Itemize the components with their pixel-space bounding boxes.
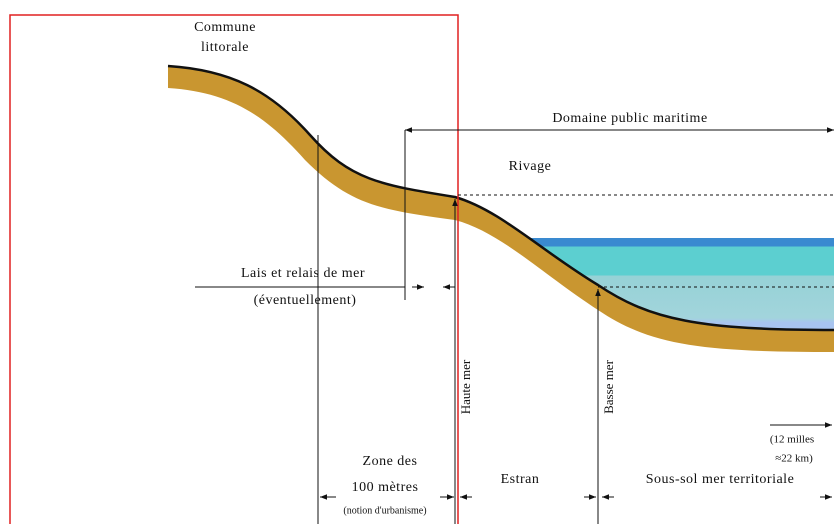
label: (éventuellement) bbox=[254, 293, 357, 308]
ground-line bbox=[167, 64, 834, 332]
label: Basse mer bbox=[601, 359, 616, 413]
label: Sous-sol mer territoriale bbox=[646, 472, 795, 487]
ground bbox=[168, 66, 834, 352]
label: Domaine public maritime bbox=[552, 111, 707, 126]
label: (notion d'urbanisme) bbox=[343, 505, 426, 516]
commune-frame bbox=[9, 14, 459, 524]
label: (12 milles bbox=[770, 434, 814, 446]
label: ≈22 km) bbox=[775, 453, 813, 465]
label: Commune bbox=[194, 20, 256, 35]
label: Lais et relais de mer bbox=[241, 266, 365, 281]
sea bbox=[525, 238, 834, 331]
label: 100 mètres bbox=[352, 480, 419, 495]
label: Zone des bbox=[363, 454, 418, 469]
label: Estran bbox=[501, 472, 540, 487]
label: littorale bbox=[201, 40, 249, 55]
label: Rivage bbox=[509, 159, 552, 174]
label: Haute mer bbox=[458, 359, 473, 414]
